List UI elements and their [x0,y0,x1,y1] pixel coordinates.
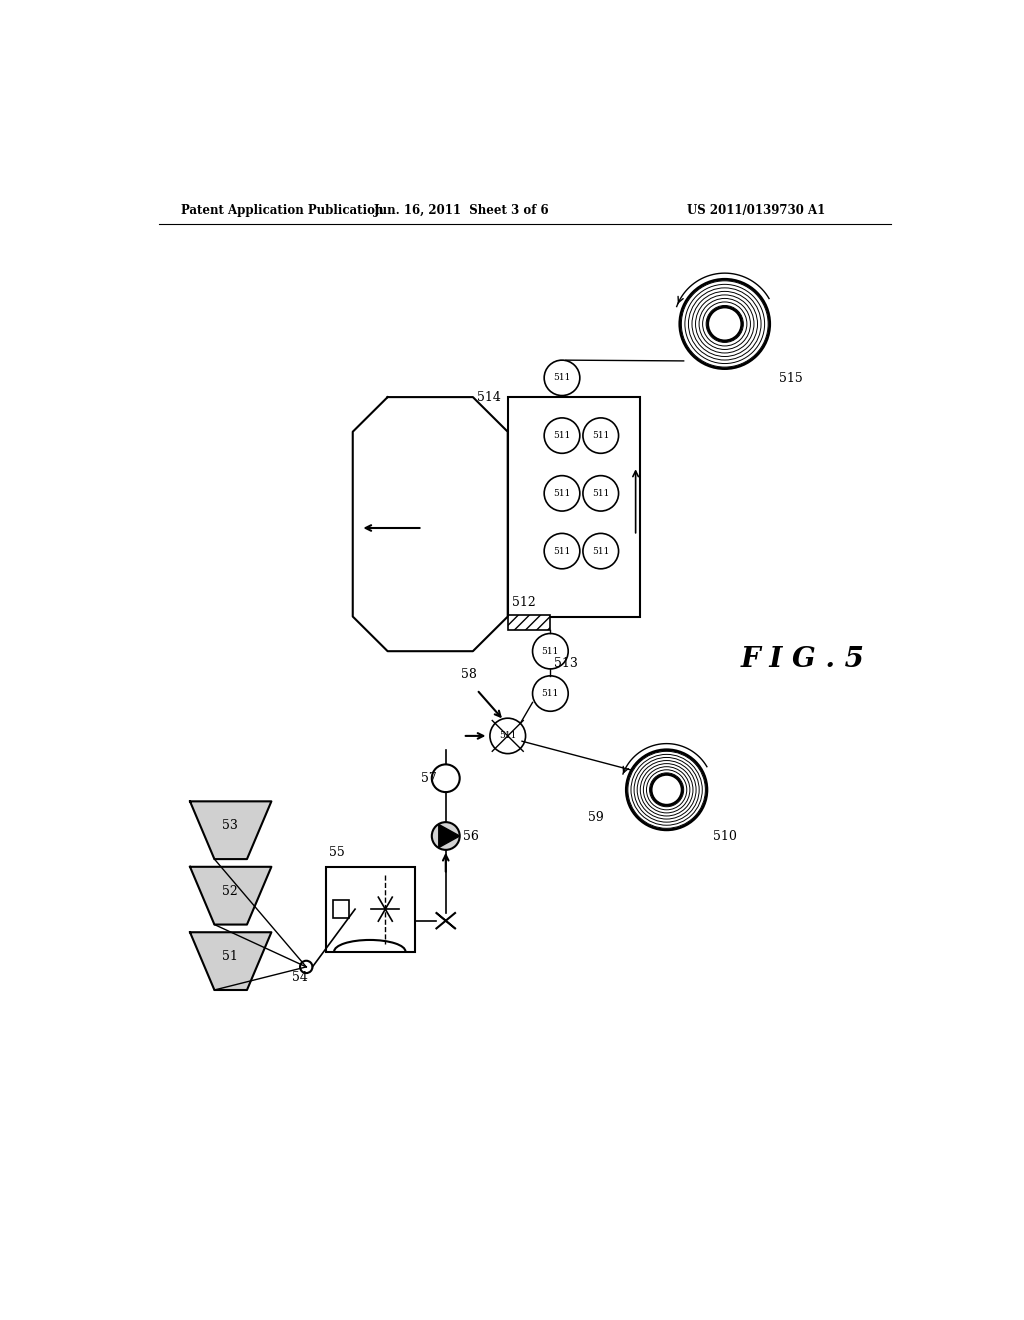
Text: Patent Application Publication: Patent Application Publication [180,205,383,218]
Polygon shape [436,913,455,928]
Text: 512: 512 [512,595,536,609]
Circle shape [432,822,460,850]
Text: 58: 58 [461,668,477,681]
Text: US 2011/0139730 A1: US 2011/0139730 A1 [687,205,825,218]
Text: F I G . 5: F I G . 5 [740,645,864,673]
Text: 511: 511 [592,488,609,498]
Text: 511: 511 [592,546,609,556]
Bar [326,867,415,952]
Text: 515: 515 [779,372,803,384]
Text: 511: 511 [542,647,559,656]
Polygon shape [438,825,460,847]
Text: 54: 54 [292,970,308,983]
Polygon shape [190,801,271,859]
Text: 51: 51 [222,950,239,964]
Text: 511: 511 [553,432,570,440]
Text: 511: 511 [542,689,559,698]
Text: 510: 510 [713,830,737,843]
Text: 511: 511 [553,374,570,383]
Text: 511: 511 [553,546,570,556]
Text: 53: 53 [222,820,239,833]
Bar [334,900,349,919]
Text: 514: 514 [477,391,501,404]
Text: 57: 57 [421,772,436,785]
Text: 56: 56 [463,829,478,842]
Text: 511: 511 [499,731,516,741]
Text: 513: 513 [554,656,579,669]
Text: 55: 55 [330,846,345,859]
Text: 511: 511 [592,432,609,440]
Polygon shape [190,932,271,990]
Text: Jun. 16, 2011  Sheet 3 of 6: Jun. 16, 2011 Sheet 3 of 6 [374,205,549,218]
Text: 52: 52 [222,884,239,898]
Bar [508,615,550,631]
Text: 511: 511 [553,488,570,498]
Bar [508,397,640,616]
Polygon shape [190,867,271,924]
Text: 59: 59 [588,810,603,824]
